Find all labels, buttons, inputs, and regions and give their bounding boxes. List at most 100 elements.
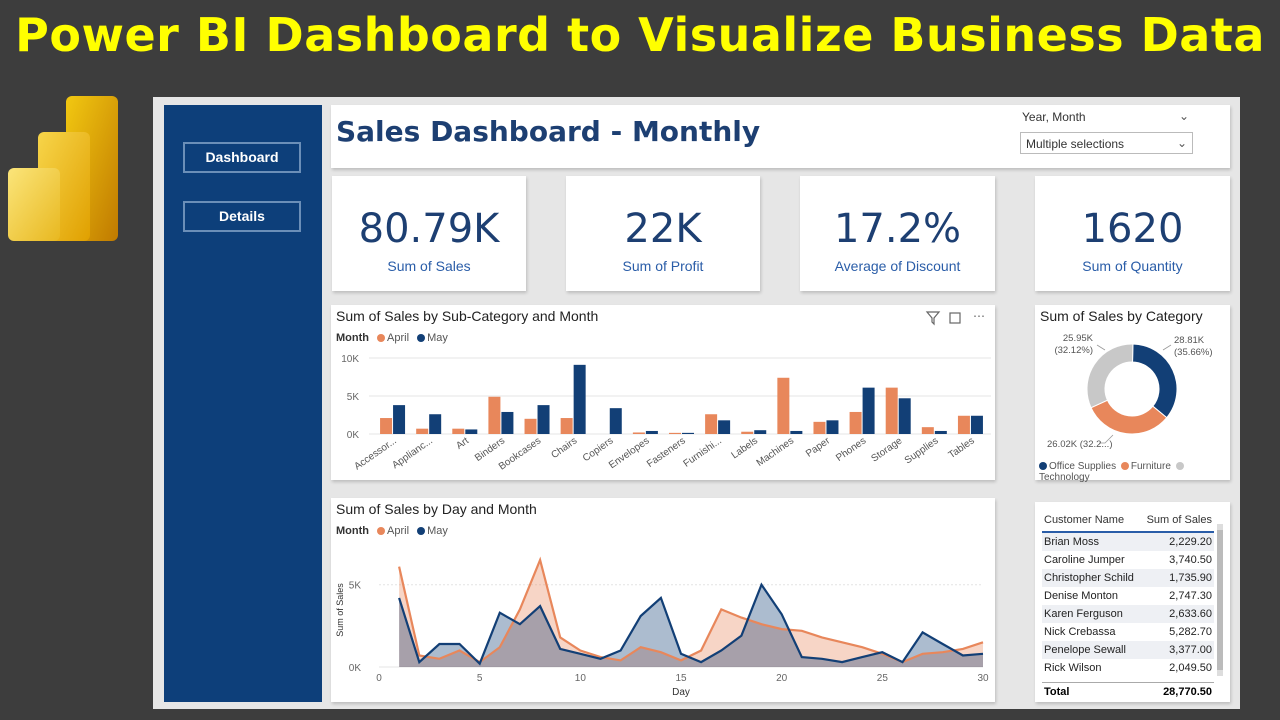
dashboard-button[interactable]: Dashboard [183, 142, 301, 173]
kpi-label: Sum of Profit [622, 258, 704, 274]
x-tick-label: Applianc... [390, 435, 435, 471]
column-header-customer[interactable]: Customer Name [1044, 514, 1125, 526]
bar-april [849, 411, 862, 434]
x-tick-label: Paper [804, 435, 833, 460]
leader-line [1096, 344, 1106, 351]
sales-cell: 2,633.60 [1169, 608, 1212, 620]
chart-title: Sum of Sales by Sub-Category and Month [336, 308, 599, 324]
kpi-card-quantity: 1620 Sum of Quantity [1035, 176, 1230, 291]
area-chart-svg: 0K 5K 0 5 10 15 20 25 30 Day Sum of Sales [335, 556, 989, 698]
bar-april [560, 418, 573, 434]
bar-may [393, 405, 406, 434]
table-row[interactable]: Penelope Sewall 3,377.00 [1042, 641, 1214, 659]
customer-name-cell: Caroline Jumper [1044, 554, 1125, 566]
filter-icon[interactable] [925, 311, 941, 326]
x-tick-label: Chairs [549, 435, 579, 461]
x-tick-label: Art [454, 435, 471, 451]
y-tick-label: 5K [349, 581, 362, 592]
leader-line [1099, 434, 1114, 444]
line-may [398, 582, 984, 666]
power-bi-logo-icon [8, 96, 118, 241]
table-row[interactable]: Denise Monton 2,747.30 [1042, 587, 1214, 605]
bar-april [957, 415, 970, 434]
x-tick-label: Supplies [903, 435, 941, 466]
bar-may [609, 408, 622, 434]
bar-chart-panel[interactable]: Sum of Sales by Sub-Category and Month M… [331, 305, 995, 480]
y-tick-label: 0K [347, 430, 360, 441]
y-tick-label: 5K [347, 392, 360, 403]
table-row[interactable]: Rick Wilson 2,049.50 [1042, 659, 1214, 677]
kpi-card-sales: 80.79K Sum of Sales [332, 176, 526, 291]
customer-name-cell: Brian Moss [1044, 536, 1100, 548]
y-tick-label: 0K [349, 663, 362, 674]
area-may [399, 584, 984, 667]
x-tick-label: Phones [834, 435, 868, 463]
bar-may [645, 430, 658, 434]
slicer-value: Multiple selections [1026, 137, 1125, 151]
bar-may [682, 432, 694, 434]
legend-item-furniture[interactable]: Furniture [1130, 461, 1171, 472]
focus-mode-icon[interactable] [949, 312, 961, 324]
data-label: 25.95K [1063, 333, 1094, 344]
kpi-label: Average of Discount [834, 258, 961, 274]
bar-april [632, 432, 645, 434]
bar-april [777, 377, 790, 434]
data-label: (35.66%) [1174, 347, 1213, 358]
chart-legend: Month April May [336, 525, 448, 537]
bar-april [669, 432, 681, 434]
table-row[interactable]: Karen Ferguson 2,633.60 [1042, 605, 1214, 623]
x-tick-label: Furnishi... [682, 435, 724, 469]
x-tick-label: 10 [575, 673, 587, 684]
year-month-slicer[interactable]: Multiple selections ⌄ [1020, 132, 1193, 154]
bar-may [465, 429, 478, 434]
x-tick-label: 15 [675, 673, 687, 684]
x-tick-label: Machines [755, 435, 796, 469]
table-row[interactable]: Caroline Jumper 3,740.50 [1042, 551, 1214, 569]
slicer-label: Year, Month [1022, 110, 1086, 124]
total-label: Total [1044, 686, 1070, 698]
legend-item-may[interactable]: May [427, 332, 448, 344]
kpi-value: 80.79K [358, 206, 500, 252]
sales-cell: 2,049.50 [1169, 662, 1212, 674]
chart-title: Sum of Sales by Day and Month [336, 501, 537, 517]
x-tick-label: Labels [730, 435, 760, 461]
sales-cell: 3,740.50 [1169, 554, 1212, 566]
x-tick-label: 25 [877, 673, 889, 684]
data-label: (32.12%) [1054, 345, 1093, 356]
bar-may [862, 387, 875, 434]
area-april [399, 560, 984, 667]
column-header-sales[interactable]: Sum of Sales [1146, 514, 1212, 526]
total-value: 28,770.50 [1163, 686, 1212, 698]
chevron-down-icon[interactable]: ⌄ [1179, 109, 1190, 123]
table-row[interactable]: Nick Crebassa 5,282.70 [1042, 623, 1214, 641]
sales-cell: 2,747.30 [1169, 590, 1212, 602]
bar-april [380, 418, 393, 434]
table-header: Customer Name Sum of Sales [1042, 507, 1214, 533]
table-row[interactable]: Brian Moss 2,229.20 [1042, 533, 1214, 551]
area-chart-panel[interactable]: Sum of Sales by Day and Month Month Apri… [331, 498, 995, 702]
customer-table: Customer Name Sum of Sales Brian Moss 2,2… [1042, 507, 1214, 677]
x-tick-label: Fasteners [645, 435, 688, 470]
chevron-down-icon: ⌄ [1176, 136, 1187, 150]
y-tick-label: 10K [341, 354, 359, 365]
legend-item-technology[interactable]: Technology [1039, 472, 1090, 483]
details-button[interactable]: Details [183, 201, 301, 232]
donut-chart-panel[interactable]: Sum of Sales by Category 28.81K (35.66%) 2… [1035, 305, 1230, 483]
bar-april [524, 418, 537, 434]
scrollbar-thumb[interactable] [1217, 530, 1223, 670]
table-row[interactable]: Christopher Schild 1,735.90 [1042, 569, 1214, 587]
legend-dot-icon [377, 527, 386, 535]
donut-chart-svg: 28.81K(35.66%) 26.02K (32.2...) 25.95K(32.… [1047, 333, 1213, 450]
customer-name-cell: Karen Ferguson [1044, 608, 1123, 620]
bar-april [741, 431, 754, 434]
chart-title: Sum of Sales by Category [1040, 308, 1203, 324]
x-tick-label: Envelopes [607, 435, 652, 471]
legend-item-april[interactable]: April [387, 525, 410, 537]
more-options-icon[interactable]: ⋯ [973, 310, 985, 323]
legend-item-may[interactable]: May [427, 525, 448, 537]
legend-item-april[interactable]: April [387, 332, 410, 344]
y-axis-label: Sum of Sales [335, 583, 345, 637]
chart-legend: Month April May [336, 332, 448, 344]
customer-table-panel: Customer Name Sum of Sales Brian Moss 2,2… [1035, 502, 1230, 702]
legend-item-office-supplies[interactable]: Office Supplies [1049, 461, 1117, 472]
